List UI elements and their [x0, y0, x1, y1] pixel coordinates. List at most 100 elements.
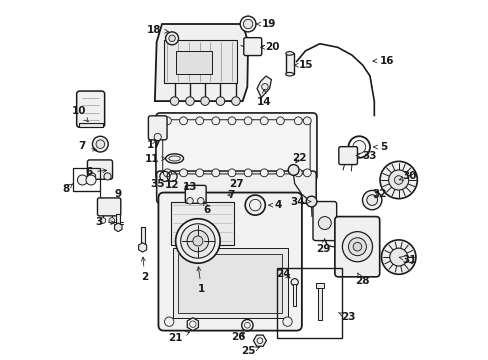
Text: 22: 22	[291, 153, 305, 163]
Circle shape	[201, 97, 209, 105]
Circle shape	[187, 230, 208, 252]
Bar	[163, 40, 237, 83]
Bar	[116, 215, 120, 225]
Text: 19: 19	[256, 19, 276, 29]
Polygon shape	[155, 24, 247, 101]
Bar	[277, 268, 341, 338]
Circle shape	[394, 176, 402, 184]
Circle shape	[318, 217, 330, 229]
Circle shape	[96, 140, 104, 148]
Text: 27: 27	[229, 179, 244, 189]
Text: 26: 26	[231, 332, 245, 342]
Text: 25: 25	[241, 346, 259, 356]
Circle shape	[260, 117, 267, 125]
Text: 23: 23	[338, 312, 355, 322]
Text: 10: 10	[71, 106, 88, 122]
Circle shape	[165, 32, 178, 45]
Circle shape	[244, 322, 250, 328]
Text: 9: 9	[115, 189, 122, 199]
Text: 33: 33	[356, 150, 376, 161]
Circle shape	[186, 198, 193, 204]
Text: 11: 11	[144, 154, 165, 164]
FancyBboxPatch shape	[244, 38, 261, 55]
Circle shape	[303, 169, 310, 177]
Circle shape	[195, 169, 203, 177]
Text: 8: 8	[62, 184, 72, 194]
Bar	[317, 286, 322, 320]
Circle shape	[352, 242, 361, 251]
Circle shape	[303, 117, 310, 125]
Circle shape	[86, 175, 96, 185]
Circle shape	[163, 169, 171, 177]
Polygon shape	[257, 76, 271, 98]
Text: 13: 13	[183, 182, 197, 192]
Circle shape	[231, 97, 240, 105]
Text: 29: 29	[316, 238, 330, 254]
Circle shape	[290, 279, 298, 286]
Text: 32: 32	[372, 189, 386, 199]
Circle shape	[77, 175, 87, 185]
Circle shape	[381, 240, 415, 274]
Ellipse shape	[165, 154, 183, 163]
Circle shape	[179, 117, 187, 125]
Circle shape	[389, 248, 407, 266]
Circle shape	[211, 169, 219, 177]
Circle shape	[244, 117, 251, 125]
Circle shape	[227, 117, 235, 125]
Circle shape	[179, 169, 187, 177]
Circle shape	[366, 195, 377, 206]
Ellipse shape	[285, 72, 293, 76]
Text: 7: 7	[227, 190, 234, 200]
Circle shape	[163, 117, 171, 125]
Bar	[316, 283, 324, 288]
FancyBboxPatch shape	[185, 185, 206, 203]
FancyBboxPatch shape	[158, 193, 301, 330]
Circle shape	[180, 224, 215, 258]
Bar	[178, 253, 282, 313]
Polygon shape	[114, 223, 122, 231]
Circle shape	[197, 198, 203, 204]
Circle shape	[276, 117, 284, 125]
Text: 20: 20	[260, 42, 279, 52]
Text: 18: 18	[146, 26, 168, 35]
Circle shape	[276, 169, 284, 177]
Circle shape	[170, 97, 179, 105]
Ellipse shape	[285, 51, 293, 55]
Circle shape	[294, 169, 302, 177]
Circle shape	[388, 170, 408, 190]
Circle shape	[175, 219, 220, 263]
Circle shape	[195, 117, 203, 125]
Text: 1: 1	[197, 267, 204, 294]
Circle shape	[216, 97, 224, 105]
Text: 21: 21	[168, 332, 189, 343]
FancyBboxPatch shape	[312, 202, 336, 240]
Circle shape	[287, 165, 298, 175]
Bar	[292, 284, 296, 306]
Circle shape	[164, 317, 174, 326]
FancyBboxPatch shape	[156, 113, 316, 181]
Text: 12: 12	[164, 180, 179, 190]
Text: 16: 16	[372, 56, 394, 66]
Circle shape	[240, 16, 255, 32]
Polygon shape	[253, 335, 266, 346]
Text: 3: 3	[96, 217, 114, 227]
Circle shape	[294, 117, 302, 125]
Circle shape	[348, 238, 366, 256]
Circle shape	[109, 218, 115, 224]
Bar	[176, 51, 212, 74]
FancyBboxPatch shape	[148, 116, 167, 140]
Bar	[172, 248, 287, 318]
Text: 6: 6	[85, 167, 106, 177]
Circle shape	[227, 169, 235, 177]
Bar	[140, 227, 144, 244]
Text: 6: 6	[203, 202, 210, 216]
Text: 2: 2	[141, 257, 148, 282]
FancyBboxPatch shape	[334, 217, 379, 277]
FancyBboxPatch shape	[97, 198, 121, 216]
Text: 24: 24	[275, 269, 290, 279]
Text: 15: 15	[294, 60, 313, 70]
Circle shape	[379, 161, 416, 199]
Text: 30: 30	[399, 171, 416, 181]
Circle shape	[362, 190, 381, 210]
Text: 34: 34	[290, 197, 310, 207]
